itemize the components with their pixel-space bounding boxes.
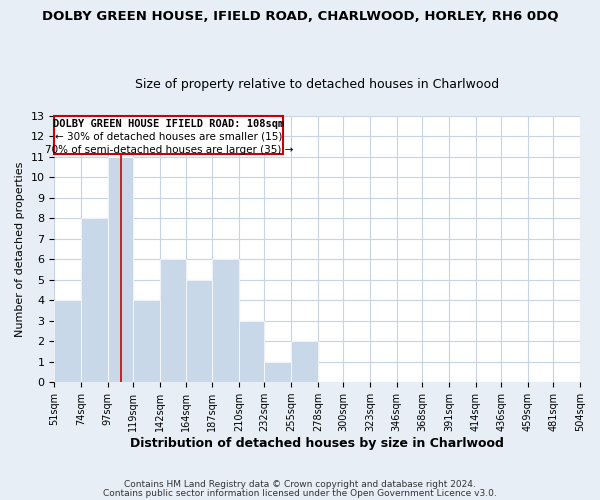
- Bar: [133, 300, 160, 382]
- Bar: [185, 280, 212, 382]
- Bar: [81, 218, 108, 382]
- Bar: [291, 341, 318, 382]
- Text: DOLBY GREEN HOUSE, IFIELD ROAD, CHARLWOOD, HORLEY, RH6 0DQ: DOLBY GREEN HOUSE, IFIELD ROAD, CHARLWOO…: [42, 10, 558, 23]
- Bar: [239, 320, 265, 382]
- Text: DOLBY GREEN HOUSE IFIELD ROAD: 108sqm: DOLBY GREEN HOUSE IFIELD ROAD: 108sqm: [53, 120, 284, 130]
- Text: 70% of semi-detached houses are larger (35) →: 70% of semi-detached houses are larger (…: [44, 145, 293, 155]
- Bar: [55, 300, 81, 382]
- Text: Contains HM Land Registry data © Crown copyright and database right 2024.: Contains HM Land Registry data © Crown c…: [124, 480, 476, 489]
- Bar: [212, 259, 239, 382]
- Text: ← 30% of detached houses are smaller (15): ← 30% of detached houses are smaller (15…: [55, 132, 283, 142]
- Title: Size of property relative to detached houses in Charlwood: Size of property relative to detached ho…: [135, 78, 499, 91]
- Bar: [160, 259, 185, 382]
- Bar: [108, 157, 133, 382]
- FancyBboxPatch shape: [55, 116, 283, 154]
- Y-axis label: Number of detached properties: Number of detached properties: [15, 162, 25, 336]
- Bar: [265, 362, 291, 382]
- X-axis label: Distribution of detached houses by size in Charlwood: Distribution of detached houses by size …: [130, 437, 504, 450]
- Text: Contains public sector information licensed under the Open Government Licence v3: Contains public sector information licen…: [103, 489, 497, 498]
